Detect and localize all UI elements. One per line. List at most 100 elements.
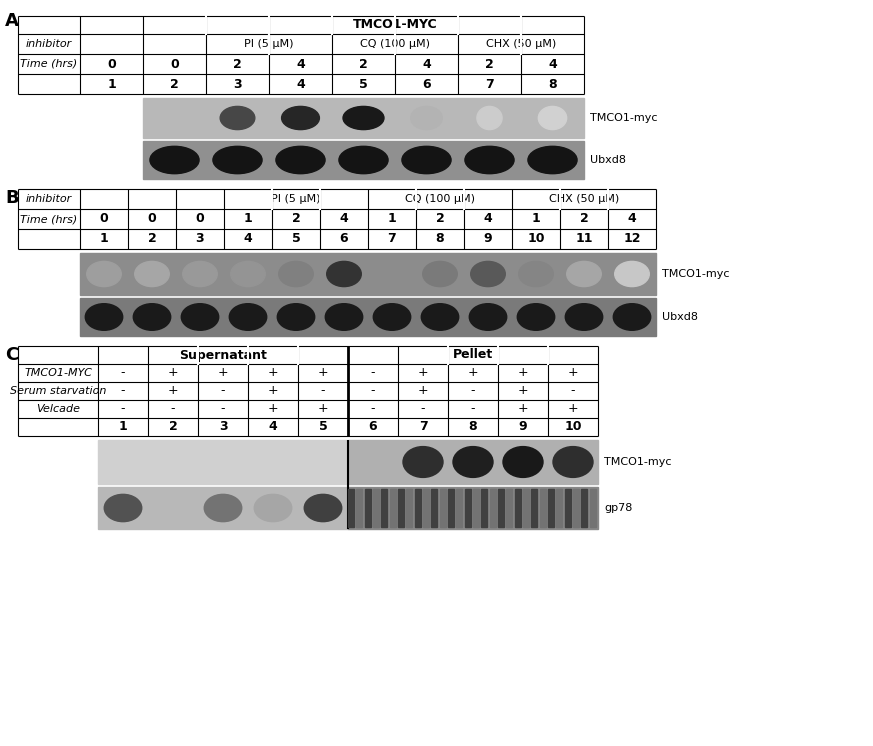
Text: +: + [567,366,578,380]
Ellipse shape [155,495,192,521]
Text: 6: 6 [368,421,377,433]
Text: TMCO1-myc: TMCO1-myc [662,269,730,279]
Text: 4: 4 [423,57,431,71]
Text: inhibitor: inhibitor [26,39,72,49]
Bar [365,489,370,527]
Bar [565,489,570,527]
Text: +: + [417,366,429,380]
Text: CHX (50 μM): CHX (50 μM) [486,39,556,49]
Text: +: + [268,366,278,380]
Bar [98,440,348,484]
Bar [589,489,595,527]
Text: Velcade: Velcade [36,404,80,414]
Ellipse shape [422,304,458,330]
Bar [540,489,546,527]
Bar [423,489,429,527]
Text: -: - [120,366,125,380]
Ellipse shape [230,304,267,330]
Text: 4: 4 [244,233,252,245]
Text: 7: 7 [419,421,428,433]
Text: 12: 12 [623,233,641,245]
Bar [80,253,656,295]
Text: 10: 10 [527,233,545,245]
Text: TMCO1-MYC: TMCO1-MYC [353,19,437,31]
Text: TMCO1-myc: TMCO1-myc [590,113,657,123]
Text: 5: 5 [319,421,327,433]
Ellipse shape [553,447,593,477]
Text: TMCO1-myc: TMCO1-myc [604,457,671,467]
Bar [573,489,579,527]
Text: 9: 9 [519,421,527,433]
Text: 3: 3 [233,78,242,90]
Text: Ubxd8: Ubxd8 [662,312,698,322]
Text: +: + [318,403,328,416]
Text: +: + [518,384,528,398]
Ellipse shape [453,447,493,477]
Text: -: - [320,384,326,398]
Text: 4: 4 [484,213,492,225]
Bar [80,298,656,336]
Ellipse shape [528,146,577,174]
Text: 6: 6 [423,78,430,90]
Text: Ubxd8: Ubxd8 [590,155,626,165]
Ellipse shape [326,304,362,330]
Ellipse shape [327,261,361,286]
Text: 0: 0 [170,57,179,71]
Text: 2: 2 [170,78,179,90]
Text: A: A [5,12,19,30]
Text: +: + [468,366,478,380]
Text: 0: 0 [196,213,204,225]
Text: -: - [221,384,225,398]
Ellipse shape [134,261,169,286]
Text: -: - [421,403,425,416]
Bar [406,489,412,527]
Text: +: + [268,403,278,416]
Text: 4: 4 [628,213,636,225]
Text: 5: 5 [292,233,300,245]
Text: 1: 1 [100,233,108,245]
Bar [356,489,362,527]
Bar [448,489,454,527]
Ellipse shape [220,107,255,130]
Text: +: + [217,366,229,380]
Text: Supernatant: Supernatant [179,348,267,362]
Bar [348,440,598,484]
Bar [490,489,496,527]
Bar [143,141,584,179]
Bar [373,489,379,527]
Text: 9: 9 [484,233,492,245]
Bar [556,489,562,527]
Text: 1: 1 [244,213,252,225]
Bar [143,98,584,138]
Ellipse shape [182,304,219,330]
Text: inhibitor: inhibitor [26,194,72,204]
Bar [523,489,529,527]
Text: 8: 8 [469,421,478,433]
Text: 2: 2 [580,213,588,225]
Ellipse shape [150,146,199,174]
Ellipse shape [615,261,650,286]
Text: +: + [168,384,178,398]
Bar [98,487,348,529]
Text: Time (hrs): Time (hrs) [20,214,78,224]
Text: Pellet: Pellet [453,348,493,362]
Text: Serum starvation: Serum starvation [10,386,107,396]
Text: -: - [371,403,375,416]
Text: +: + [318,366,328,380]
Bar [457,489,462,527]
Text: 3: 3 [219,421,227,433]
Text: 3: 3 [196,233,204,245]
Bar [498,489,504,527]
Ellipse shape [230,261,265,286]
Text: 0: 0 [107,57,116,71]
Text: +: + [518,403,528,416]
Text: 1: 1 [532,213,540,225]
Ellipse shape [134,304,171,330]
Text: 2: 2 [359,57,368,71]
Text: 8: 8 [548,78,557,90]
Ellipse shape [278,261,313,286]
Text: -: - [120,403,125,416]
Ellipse shape [339,146,388,174]
Text: gp78: gp78 [604,503,632,513]
Text: 6: 6 [340,233,348,245]
